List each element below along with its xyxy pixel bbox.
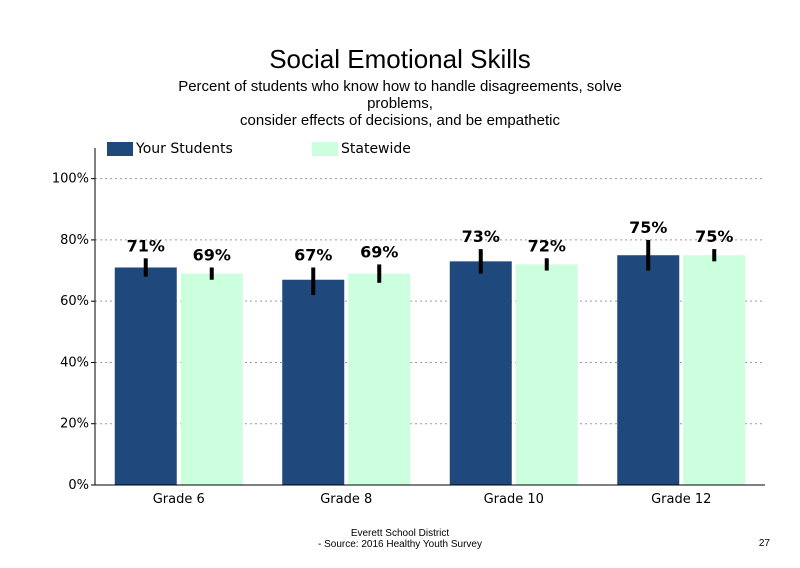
footer-line: Everett School District bbox=[350, 528, 450, 539]
bar-statewide bbox=[683, 255, 746, 485]
x-tick-label: Grade 6 bbox=[153, 492, 205, 507]
footer: Everett School District - Source: 2016 H… bbox=[300, 528, 500, 550]
x-tick-label: Grade 12 bbox=[651, 492, 711, 507]
subtitle-line: consider effects of decisions, and be em… bbox=[240, 112, 560, 129]
legend-swatch bbox=[312, 141, 338, 156]
x-tick-label: Grade 8 bbox=[320, 492, 372, 507]
y-tick-label: 0% bbox=[68, 478, 89, 493]
y-tick-label: 20% bbox=[60, 417, 89, 432]
data-label: 75% bbox=[629, 218, 667, 237]
bar-your-students bbox=[282, 279, 345, 485]
y-tick-label: 40% bbox=[60, 355, 89, 370]
legend-label: Your Students bbox=[136, 140, 233, 157]
bar-your-students bbox=[449, 261, 512, 485]
page-number: 27 bbox=[758, 538, 770, 549]
x-tick-label: Grade 10 bbox=[484, 492, 544, 507]
legend-item-statewide: Statewide bbox=[312, 140, 411, 157]
subtitle-line: problems, bbox=[367, 95, 433, 112]
data-label: 71% bbox=[127, 236, 165, 255]
bar-statewide bbox=[515, 264, 578, 485]
legend-label: Statewide bbox=[341, 140, 411, 157]
bar-statewide bbox=[348, 273, 411, 485]
y-tick-label: 60% bbox=[60, 294, 89, 309]
legend-swatch bbox=[107, 141, 133, 156]
data-label: 69% bbox=[360, 242, 398, 261]
y-tick-label: 100% bbox=[52, 172, 89, 187]
chart-title: Social Emotional Skills bbox=[269, 44, 531, 74]
bar-your-students bbox=[617, 255, 680, 485]
y-tick-label: 80% bbox=[60, 233, 89, 248]
bar-your-students bbox=[114, 267, 177, 485]
data-label: 75% bbox=[695, 227, 733, 246]
bar-statewide bbox=[180, 273, 243, 485]
legend-item-your-students: Your Students bbox=[107, 140, 233, 157]
footer-line: - Source: 2016 Healthy Youth Survey bbox=[318, 539, 482, 550]
data-label: 69% bbox=[193, 245, 231, 264]
data-label: 73% bbox=[462, 227, 500, 246]
subtitle-line: Percent of students who know how to hand… bbox=[178, 78, 622, 95]
data-label: 72% bbox=[528, 236, 566, 255]
chart-subtitle: Percent of students who know how to hand… bbox=[150, 78, 650, 129]
data-label: 67% bbox=[294, 245, 332, 264]
